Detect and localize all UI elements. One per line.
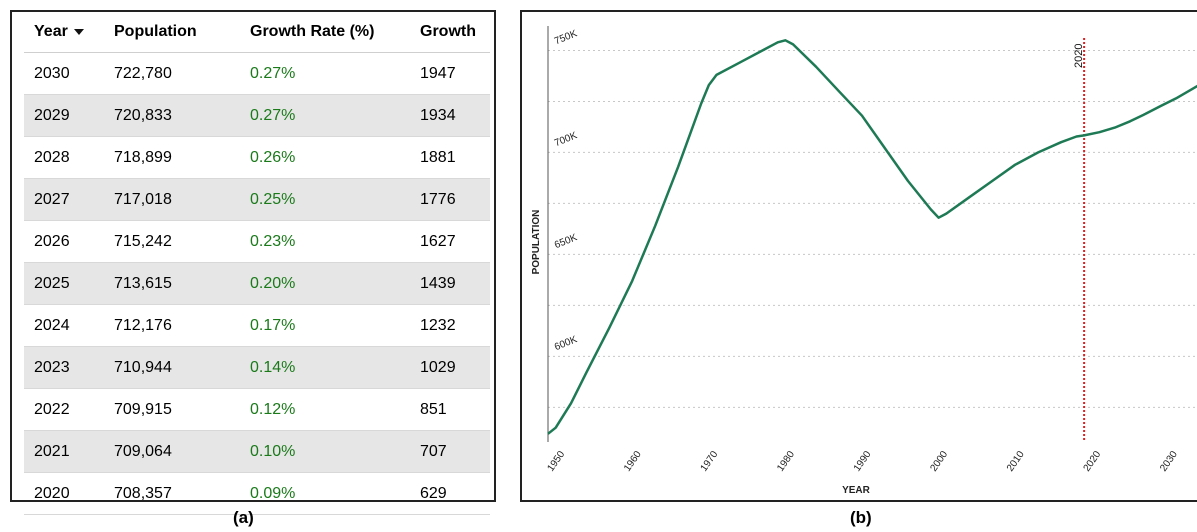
year-header-label: Year (34, 23, 68, 40)
year-cell: 2026 (24, 220, 104, 263)
population-table: Year Population Growth Rate (%) Growth 2… (24, 12, 490, 515)
population-column-header[interactable]: Population (104, 12, 240, 53)
population-chart-panel: 600K 650K 700K 750K 1950 1960 1970 1980 1990 2000… (520, 10, 1197, 502)
table-row: 2029 720,833 0.27% 1934 (24, 94, 490, 137)
table-row: 2020 708,357 0.09% 629 (24, 472, 490, 515)
table-row: 2024 712,176 0.17% 1232 (24, 304, 490, 347)
y-axis-title: POPULATION (531, 210, 542, 275)
growth-rate-cell: 0.14% (240, 346, 410, 389)
population-cell: 708,357 (104, 472, 240, 515)
population-cell: 709,915 (104, 388, 240, 431)
population-cell: 720,833 (104, 94, 240, 137)
x-tick-label: 1950 (545, 449, 567, 474)
x-tick-label: 1990 (852, 449, 874, 474)
population-cell: 718,899 (104, 136, 240, 179)
growth-cell: 1881 (410, 136, 490, 179)
year-cell: 2020 (24, 472, 104, 515)
x-tick-label: 2010 (1005, 449, 1027, 474)
growth-rate-cell: 0.20% (240, 262, 410, 305)
population-cell: 717,018 (104, 178, 240, 221)
x-tick-label: 2000 (928, 449, 950, 474)
year-2020-marker-label: 2020 (1073, 44, 1085, 68)
year-cell: 2023 (24, 346, 104, 389)
x-axis-title: YEAR (842, 485, 871, 496)
population-cell: 709,064 (104, 430, 240, 473)
growth-rate-cell: 0.23% (240, 220, 410, 263)
growth-cell: 1627 (410, 220, 490, 263)
growth-cell: 629 (410, 472, 490, 515)
x-tick-label: 1960 (622, 449, 644, 474)
growth-cell: 1776 (410, 178, 490, 221)
table-row: 2021 709,064 0.10% 707 (24, 430, 490, 473)
growth-rate-cell: 0.27% (240, 52, 410, 95)
population-table-panel: Year Population Growth Rate (%) Growth 2… (10, 10, 496, 515)
growth-rate-cell: 0.10% (240, 430, 410, 473)
population-series-line (547, 39, 1197, 435)
table-row: 2026 715,242 0.23% 1627 (24, 220, 490, 263)
table-row: 2030 722,780 0.27% 1947 (24, 52, 490, 95)
population-cell: 712,176 (104, 304, 240, 347)
table-row: 2023 710,944 0.14% 1029 (24, 346, 490, 389)
growth-rate-cell: 0.27% (240, 94, 410, 137)
x-tick-label: 2020 (1082, 449, 1104, 474)
growth-rate-cell: 0.26% (240, 136, 410, 179)
y-tick-label: 650K (553, 232, 579, 251)
growth-cell: 851 (410, 388, 490, 431)
population-line-chart: 600K 650K 700K 750K 1950 1960 1970 1980 1990 2000… (531, 26, 1197, 496)
table-header-row: Year Population Growth Rate (%) Growth (24, 12, 490, 53)
growth-cell: 1232 (410, 304, 490, 347)
table-row: 2025 713,615 0.20% 1439 (24, 262, 490, 305)
year-cell: 2025 (24, 262, 104, 305)
y-tick-label: 600K (553, 334, 579, 353)
year-cell: 2029 (24, 94, 104, 137)
population-cell: 713,615 (104, 262, 240, 305)
y-tick-label: 750K (553, 28, 579, 47)
population-cell: 715,242 (104, 220, 240, 263)
table-row: 2027 717,018 0.25% 1776 (24, 178, 490, 221)
year-column-header[interactable]: Year (24, 12, 104, 53)
growth-rate-cell: 0.12% (240, 388, 410, 431)
caption-a: (a) (233, 508, 254, 527)
year-cell: 2022 (24, 388, 104, 431)
growth-cell: 1947 (410, 52, 490, 95)
growth-cell: 1934 (410, 94, 490, 137)
year-cell: 2021 (24, 430, 104, 473)
sort-descending-icon[interactable] (73, 28, 84, 35)
growth-rate-cell: 0.09% (240, 472, 410, 515)
growth-rate-column-header[interactable]: Growth Rate (%) (240, 12, 410, 53)
table-row: 2028 718,899 0.26% 1881 (24, 136, 490, 179)
x-tick-label: 1980 (775, 449, 797, 474)
x-tick-label: 2030 (1158, 449, 1180, 474)
table-row: 2022 709,915 0.12% 851 (24, 388, 490, 431)
year-cell: 2027 (24, 178, 104, 221)
year-cell: 2028 (24, 136, 104, 179)
caption-b: (b) (850, 508, 872, 527)
population-cell: 722,780 (104, 52, 240, 95)
growth-cell: 1029 (410, 346, 490, 389)
growth-rate-cell: 0.25% (240, 178, 410, 221)
growth-column-header[interactable]: Growth (410, 12, 490, 53)
growth-cell: 707 (410, 430, 490, 473)
growth-cell: 1439 (410, 262, 490, 305)
population-cell: 710,944 (104, 346, 240, 389)
year-cell: 2024 (24, 304, 104, 347)
y-tick-label: 700K (553, 130, 579, 149)
x-tick-label: 1970 (699, 449, 721, 474)
growth-rate-cell: 0.17% (240, 304, 410, 347)
year-cell: 2030 (24, 52, 104, 95)
